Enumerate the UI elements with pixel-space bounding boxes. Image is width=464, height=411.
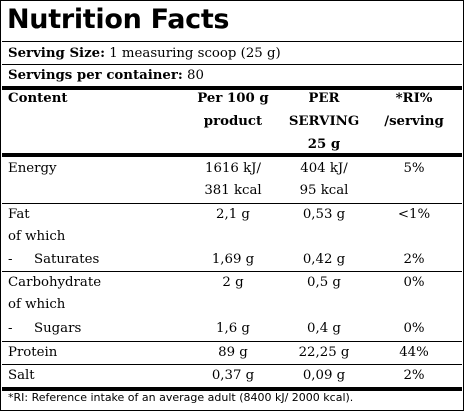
sugars-serving: 0,4 g	[307, 321, 341, 336]
header-per100-line2: product	[203, 114, 263, 129]
saturates-per100: 1,69 g	[211, 252, 255, 267]
panel-title: Nutrition Facts	[7, 4, 230, 35]
energy-divider	[2, 203, 462, 204]
saturates-dash: -	[8, 252, 13, 267]
header-content: Content	[8, 91, 68, 106]
sugars-dash: -	[8, 321, 13, 336]
footer-thick-divider	[2, 387, 462, 391]
header-perserving-line1: PER	[308, 91, 340, 106]
servings-per-container-line: Servings per container: 80	[8, 67, 204, 85]
sugars-ri: 0%	[403, 321, 425, 336]
energy-serving-kcal: 95 kcal	[299, 183, 349, 198]
carbohydrate-name: Carbohydrate	[8, 275, 102, 290]
fat-serving: 0,53 g	[302, 207, 346, 222]
saturates-serving: 0,42 g	[302, 252, 346, 267]
salt-ri: 2%	[403, 368, 425, 383]
serving-size-line: Serving Size: 1 measuring scoop (25 g)	[8, 45, 281, 63]
header-per100-line1: Per 100 g	[197, 91, 269, 106]
salt-per100: 0,37 g	[211, 368, 255, 383]
protein-ri: 44%	[399, 345, 429, 360]
protein-per100: 89 g	[218, 345, 248, 360]
sugars-per100: 1,6 g	[216, 321, 250, 336]
title-divider	[2, 41, 462, 42]
header-perserving-line3: 25 g	[307, 137, 341, 152]
saturates-ri: 2%	[403, 252, 425, 267]
sugars-name: Sugars	[34, 321, 82, 336]
serving-size-value: 1 measuring scoop (25 g)	[109, 46, 281, 61]
header-perserving-line2: SERVING	[288, 114, 360, 129]
fat-per100: 2,1 g	[216, 207, 250, 222]
carbohydrate-per100: 2 g	[222, 275, 244, 290]
protein-serving: 22,25 g	[298, 345, 350, 360]
energy-name: Energy	[8, 161, 57, 176]
serving-size-divider	[2, 64, 462, 65]
saturates-name: Saturates	[34, 252, 100, 267]
header-ri-line1: *RI%	[395, 91, 433, 106]
salt-serving: 0,09 g	[302, 368, 346, 383]
servings-per-container-label: Servings per container:	[8, 68, 183, 83]
fat-name: Fat	[8, 207, 30, 222]
carbohydrate-ri: 0%	[403, 275, 425, 290]
saturates-label: - Saturates	[8, 248, 99, 271]
protein-name: Protein	[8, 345, 58, 360]
header-thick-divider	[2, 86, 462, 90]
energy-ri: 5%	[403, 161, 425, 176]
carbohydrate-serving: 0,5 g	[307, 275, 341, 290]
sugars-label: - Sugars	[8, 317, 81, 340]
sugars-divider	[2, 341, 462, 342]
protein-divider	[2, 364, 462, 365]
footnote: *RI: Reference intake of an average adul…	[8, 391, 354, 404]
carbohydrate-of-which: of which	[8, 297, 66, 312]
energy-per100-kj: 1616 kJ/	[205, 161, 261, 176]
serving-size-label: Serving Size:	[8, 46, 106, 61]
saturates-divider	[2, 271, 462, 272]
servings-per-container-value: 80	[187, 68, 204, 83]
energy-serving-kj: 404 kJ/	[300, 161, 348, 176]
fat-of-which: of which	[8, 229, 66, 244]
header-ri-line2: /serving	[384, 114, 444, 129]
salt-name: Salt	[8, 368, 35, 383]
header-bottom-divider	[2, 153, 462, 157]
fat-ri: <1%	[397, 207, 431, 222]
energy-per100-kcal: 381 kcal	[204, 183, 262, 198]
